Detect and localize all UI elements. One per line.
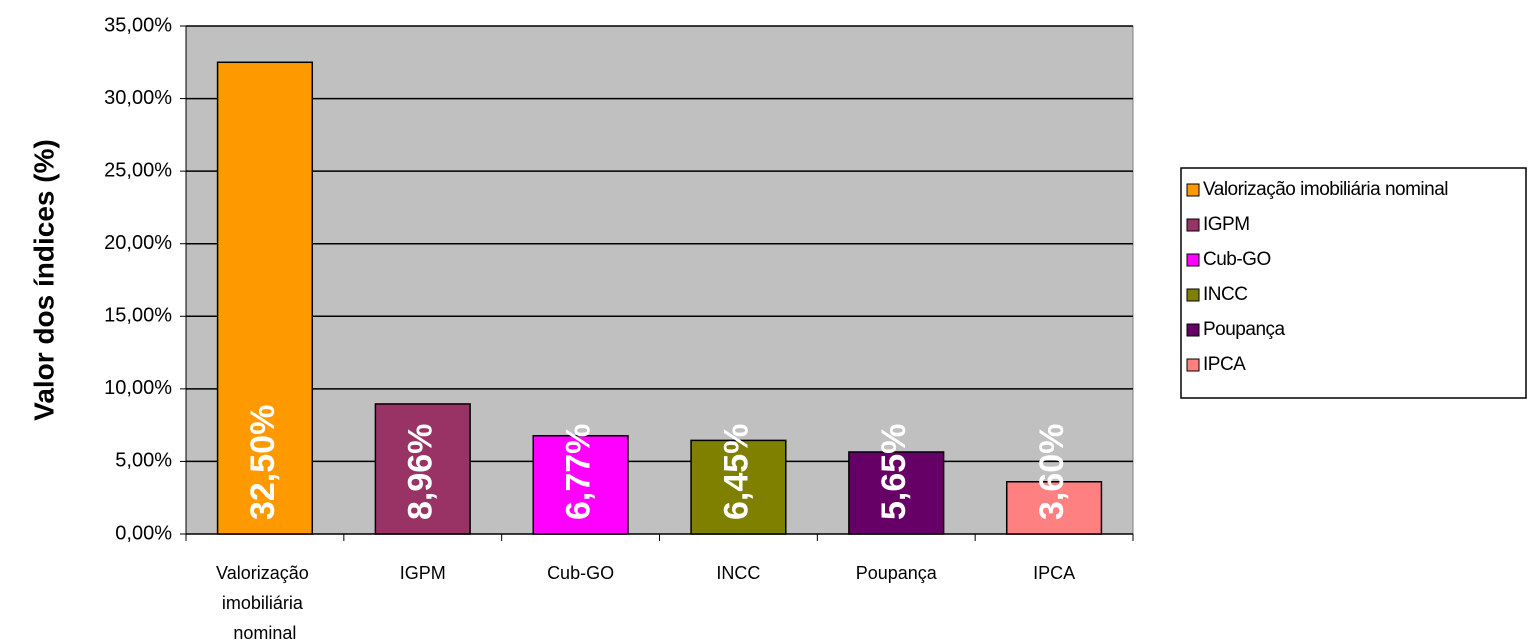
data-label: 6,77% [560,424,598,520]
bar [848,451,945,535]
legend-label: IPCA [1203,354,1246,375]
x-tick-label: Cub-GO [547,563,614,583]
plot-area [185,25,1134,535]
y-tick-label: 0,00% [115,522,172,544]
x-tick-label: Poupança [856,563,938,583]
legend-swatch [1186,358,1200,372]
legend-label: Poupança [1203,319,1286,340]
legend-swatch [1186,218,1200,232]
legend-swatch [1186,253,1200,267]
legend-swatch [1186,183,1200,197]
y-axis-title: Valor dos índices (%) [28,139,59,421]
legend-swatch [1186,323,1200,337]
bar [532,434,629,535]
legend-label: Cub-GO [1203,249,1271,270]
data-label: 5,65% [875,424,913,520]
y-tick-label: 20,00% [104,232,172,254]
data-label: 8,96% [402,424,440,520]
y-tick-label: 15,00% [104,305,172,327]
bar [1005,480,1103,535]
legend-label: Valorização imobiliária nominal [1203,179,1448,200]
bar [374,403,471,535]
y-tick-label: 35,00% [104,14,172,36]
x-tick-label: INCC [716,563,760,583]
legend-label: IGPM [1203,214,1250,235]
data-label: 6,45% [717,424,755,520]
data-label: 3,60% [1033,424,1071,520]
y-tick-label: 5,00% [115,450,172,472]
legend-swatch [1186,288,1200,302]
x-tick-label: Valorização imobiliária nominal [216,563,314,643]
y-tick-label: 10,00% [104,377,172,399]
bar [216,61,314,535]
legend-label: INCC [1203,284,1247,305]
x-tick-label: IPCA [1033,563,1075,583]
legend-box [1180,167,1527,399]
y-tick-label: 30,00% [104,87,172,109]
x-tick-label: IGPM [400,563,446,583]
bar [690,439,787,535]
data-label: 32,50% [244,405,282,520]
y-tick-label: 25,00% [104,159,172,181]
